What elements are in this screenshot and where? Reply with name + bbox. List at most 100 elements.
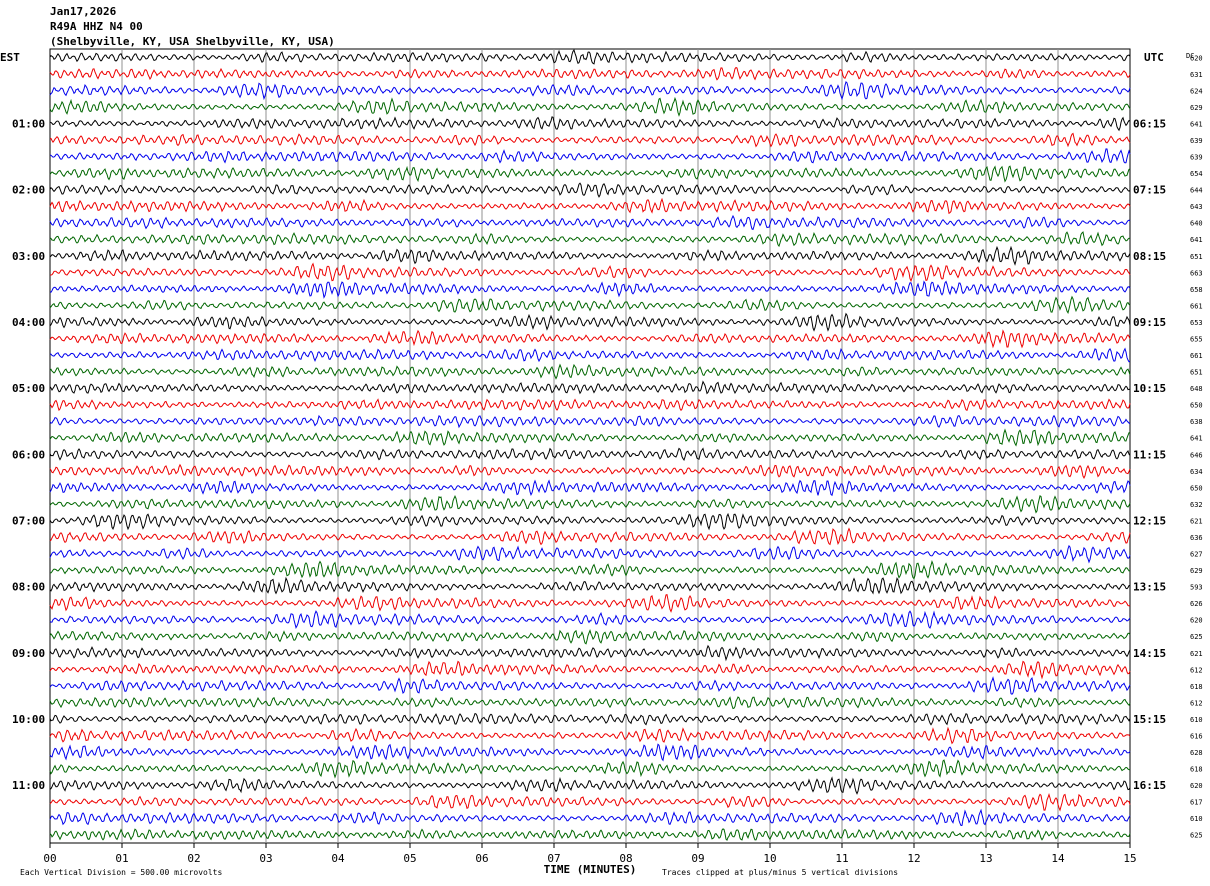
header-location: (Shelbyville, KY, USA Shelbyville, KY, U… xyxy=(50,35,335,48)
dc-offset-label: 640 xyxy=(1190,220,1203,228)
right-hour-label: 09:15 xyxy=(1133,316,1166,329)
dc-offset-label: 621 xyxy=(1190,517,1203,525)
seismic-trace xyxy=(49,312,1131,332)
right-hour-label: 13:15 xyxy=(1133,581,1166,594)
seismic-trace xyxy=(49,629,1131,645)
dc-offset-label: 654 xyxy=(1190,170,1203,178)
x-axis-title: TIME (MINUTES) xyxy=(544,863,637,876)
seismic-trace xyxy=(49,380,1131,395)
left-hour-label: 01:00 xyxy=(12,117,45,130)
dc-offset-label: 617 xyxy=(1190,799,1203,807)
seismic-trace xyxy=(49,696,1131,710)
x-tick-label: 01 xyxy=(115,852,128,865)
seismic-trace xyxy=(49,245,1131,266)
right-hour-label: 16:15 xyxy=(1133,779,1166,792)
seismic-trace xyxy=(49,49,1131,65)
right-hour-label: 10:15 xyxy=(1133,382,1166,395)
left-hour-label: 06:00 xyxy=(12,448,45,461)
dc-offset-label: 627 xyxy=(1190,551,1203,559)
dc-offset-label: 625 xyxy=(1190,633,1203,641)
seismic-trace xyxy=(49,280,1131,299)
x-tick-label: 09 xyxy=(691,852,704,865)
dc-offset-label: 658 xyxy=(1190,286,1203,294)
dc-offset-label: 612 xyxy=(1190,699,1203,707)
seismic-trace xyxy=(49,712,1131,726)
dc-offset-label: 655 xyxy=(1190,335,1203,343)
dc-offset-label: 650 xyxy=(1190,484,1203,492)
header-station: R49A HHZ N4 00 xyxy=(50,20,143,33)
dc-offset-label: 639 xyxy=(1190,154,1203,162)
dc-offset-label: 612 xyxy=(1190,666,1203,674)
dc-offset-label: 646 xyxy=(1190,451,1203,459)
seismic-trace xyxy=(49,295,1131,315)
dc-offset-label: 663 xyxy=(1190,269,1203,277)
dc-offset-label: 638 xyxy=(1190,418,1203,426)
dc-offset-label: 634 xyxy=(1190,468,1203,476)
dc-offset-label: 593 xyxy=(1190,584,1203,592)
seismic-trace xyxy=(49,463,1131,479)
seismic-trace xyxy=(49,428,1130,447)
dc-offset-label: 643 xyxy=(1190,203,1203,211)
x-tick-label: 03 xyxy=(259,852,272,865)
left-hour-label: 10:00 xyxy=(12,713,45,726)
left-hour-label: 03:00 xyxy=(12,250,45,263)
seismic-trace xyxy=(49,726,1131,745)
dc-offset-label: 620 xyxy=(1190,617,1203,625)
right-hour-label: 14:15 xyxy=(1133,647,1166,660)
x-tick-label: 14 xyxy=(1051,852,1065,865)
dc-offset-label: 631 xyxy=(1190,71,1203,79)
header-date: Jan17,2026 xyxy=(50,5,117,18)
seismic-trace xyxy=(49,828,1131,841)
seismic-trace xyxy=(49,494,1131,514)
seismic-trace xyxy=(49,610,1131,630)
seismic-trace xyxy=(49,808,1131,827)
dc-offset-label: 661 xyxy=(1190,302,1203,310)
dc-offset-label: 653 xyxy=(1190,319,1203,327)
scale-note: Each Vertical Division = 500.00 microvol… xyxy=(20,868,222,877)
seismic-trace xyxy=(49,165,1131,183)
dc-offset-label: 644 xyxy=(1190,187,1203,195)
dc-offset-label: 618 xyxy=(1190,766,1203,774)
seismic-trace xyxy=(49,792,1131,812)
left-timezone-label: EST xyxy=(0,51,20,64)
left-hour-label: 07:00 xyxy=(12,514,45,527)
right-hour-label: 06:15 xyxy=(1133,117,1166,130)
dc-offset-label: 610 xyxy=(1190,815,1203,823)
dc-offset-label: 641 xyxy=(1190,120,1203,128)
seismic-trace xyxy=(49,593,1131,613)
x-tick-label: 11 xyxy=(835,852,848,865)
right-hour-label: 12:15 xyxy=(1133,514,1166,527)
x-tick-label: 07 xyxy=(547,852,560,865)
dc-offset-label: 641 xyxy=(1190,435,1203,443)
x-tick-label: 04 xyxy=(331,852,345,865)
dc-offset-label: 639 xyxy=(1190,137,1203,145)
clip-note: Traces clipped at plus/minus 5 vertical … xyxy=(662,868,898,877)
seismic-trace xyxy=(49,759,1131,779)
x-tick-label: 10 xyxy=(763,852,776,865)
x-tick-label: 00 xyxy=(43,852,56,865)
seismic-trace xyxy=(49,262,1131,283)
seismic-trace xyxy=(49,363,1131,380)
seismic-trace xyxy=(49,447,1131,461)
seismic-trace xyxy=(49,347,1131,363)
seismic-trace xyxy=(49,512,1131,531)
seismic-trace xyxy=(49,329,1131,349)
x-tick-label: 13 xyxy=(979,852,992,865)
dc-offset-label: 625 xyxy=(1190,832,1203,840)
right-hour-label: 11:15 xyxy=(1133,448,1166,461)
dc-offset-label: 618 xyxy=(1190,683,1203,691)
x-tick-label: 12 xyxy=(907,852,920,865)
seismic-trace xyxy=(49,560,1130,580)
seismic-trace xyxy=(49,116,1131,132)
right-timezone-label: UTC xyxy=(1144,51,1164,64)
seismic-trace xyxy=(49,576,1131,595)
dc-offset-label: 628 xyxy=(1190,749,1203,757)
left-hour-label: 04:00 xyxy=(12,316,45,329)
dc-offset-label: 629 xyxy=(1190,567,1203,575)
left-hour-label: 08:00 xyxy=(12,581,45,594)
seismic-trace xyxy=(49,96,1131,117)
dc-offset-label: 610 xyxy=(1190,716,1203,724)
dc-offset-label: 629 xyxy=(1190,104,1203,112)
seismic-trace xyxy=(49,231,1131,248)
